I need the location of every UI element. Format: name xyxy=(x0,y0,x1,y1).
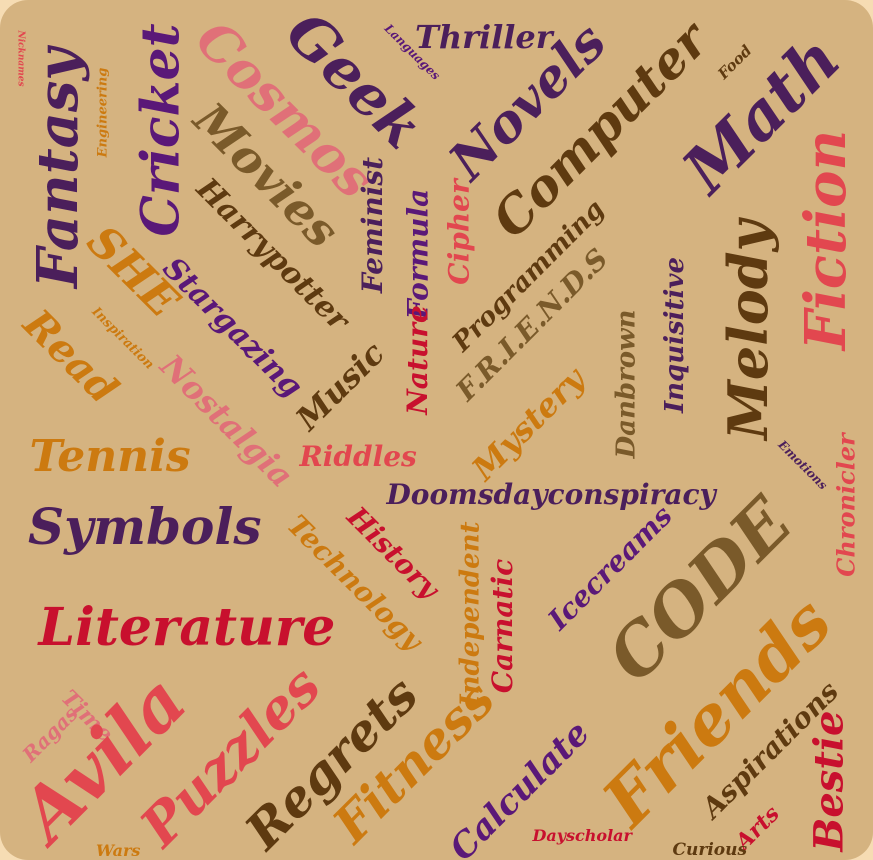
word-carnatic: Carnatic xyxy=(486,558,520,694)
word-thriller: Thriller xyxy=(415,18,553,56)
word-doomsdayconspiracy: Doomsdayconspiracy xyxy=(386,478,716,511)
word-cricket: Cricket xyxy=(130,23,192,237)
word-cipher: Cipher xyxy=(442,179,476,285)
word-fiction: Fiction xyxy=(793,129,860,351)
word-inquisitive: Inquisitive xyxy=(660,256,691,414)
word-wars: Wars xyxy=(96,841,141,860)
word-bestie: Bestie xyxy=(804,710,852,852)
word-dayscholar: Dayscholar xyxy=(532,826,632,845)
word-nature: Nature xyxy=(400,305,434,415)
word-music: Music xyxy=(288,334,392,438)
word-curious: Curious xyxy=(672,839,748,860)
word-emotions: Emotions xyxy=(774,437,830,493)
word-feminist: Feminist xyxy=(356,156,390,294)
word-engineering: Engineering xyxy=(95,67,111,157)
word-symbols: Symbols xyxy=(28,497,262,556)
word-danbrown: Danbrown xyxy=(610,309,641,459)
word-riddles: Riddles xyxy=(299,440,417,473)
word-tennis: Tennis xyxy=(29,431,191,482)
word-literature: Literature xyxy=(38,597,336,658)
word-chronicler: Chronicler xyxy=(831,433,861,577)
word-formula: Formula xyxy=(400,188,434,320)
word-nicknames: Nicknames xyxy=(15,29,26,87)
word-melody: Melody xyxy=(715,220,780,440)
